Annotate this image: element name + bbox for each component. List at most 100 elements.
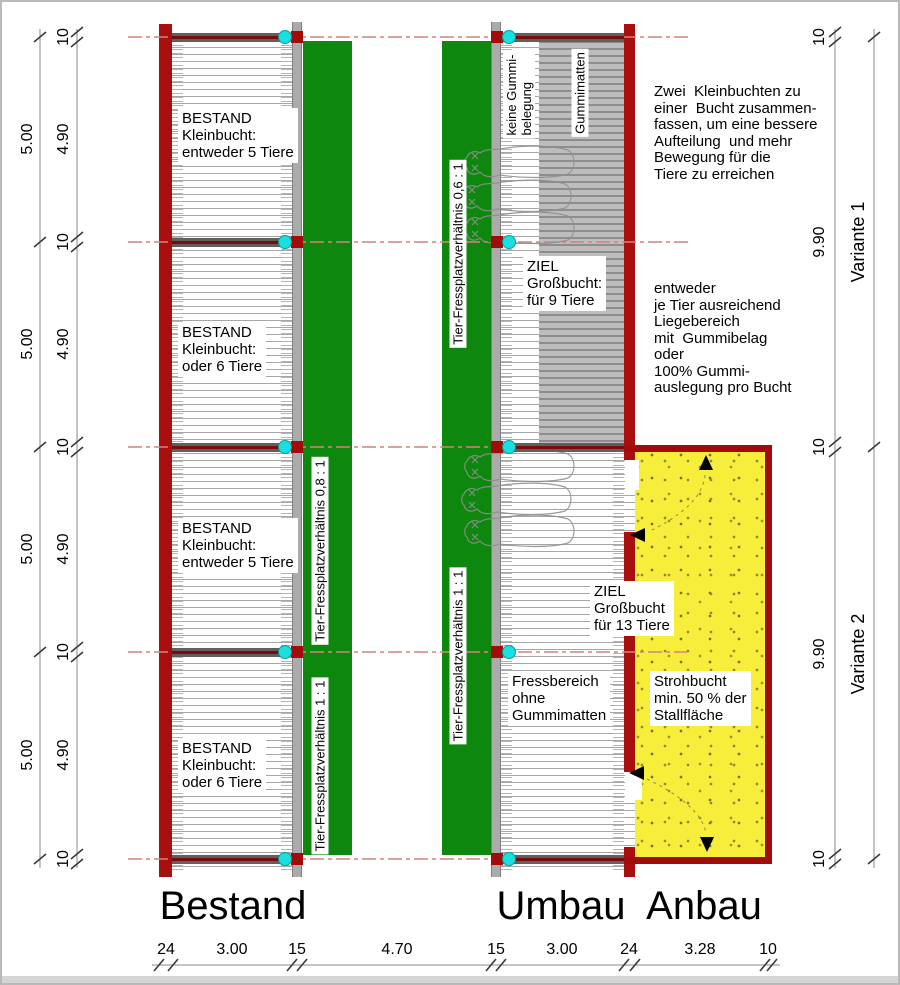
dim-bottom: 15 (288, 941, 306, 958)
dim-right-wall: 10 (811, 28, 828, 46)
dim-left-wall: 10 (55, 438, 72, 456)
dim-left-wall: 10 (55, 28, 72, 46)
strohbucht-area (635, 452, 765, 857)
bestand-outer-wall (159, 24, 172, 877)
note-line: Liegebereich (654, 313, 740, 330)
dim-left-clear: 4.90 (55, 328, 72, 360)
label-line: Stallfläche (654, 707, 724, 724)
post-marker (278, 30, 292, 44)
dim-left-outer: 5.00 (19, 533, 36, 565)
pen2-label: BESTAND Kleinbucht: oder 6 Tiere (178, 322, 267, 377)
label-line: ohne (512, 690, 546, 707)
annotation-note1: Zwei Kleinbuchten zu einer Bucht zusamme… (654, 83, 817, 183)
dim-left-outer: 5.00 (19, 123, 36, 155)
anbau-border-right (765, 445, 772, 864)
dim-left-wall: 10 (55, 850, 72, 868)
annotation-note2: entweder je Tier ausreichend Liegebereic… (654, 280, 792, 397)
bestand-divider (172, 238, 285, 247)
note-line: 100% Gummi- (654, 362, 750, 380)
note-line: Tiere zu erreichen (654, 165, 775, 183)
label-line: Strohbucht (654, 673, 727, 690)
bottom-frame-band (2, 976, 898, 983)
label-line: BESTAND (182, 740, 252, 757)
label-line: oder 6 Tiere (182, 774, 263, 791)
label-line: Gummimatten (512, 707, 607, 724)
post-marker (278, 852, 292, 866)
dim-left-clear: 4.90 (55, 533, 72, 565)
variant-1-label: Variante 1 (848, 201, 868, 283)
joint-square (291, 236, 303, 248)
label-line: für 13 Tiere (594, 617, 670, 634)
gummimatten-label: Gummimatten (571, 49, 589, 137)
dim-right-span: 9.90 (811, 226, 828, 258)
note-line: auslegung pro Bucht (654, 379, 792, 396)
joint-square (491, 646, 503, 658)
label-line: entweder 5 Tiere (182, 144, 294, 161)
label-line: BESTAND (182, 520, 252, 537)
feed-ratio-label-umbau-upper: Tier-Fressplatzverhältnis 0,6 : 1 (449, 160, 467, 348)
note-line: je Tier ausreichend (654, 296, 781, 314)
dim-left-wall: 10 (55, 233, 72, 251)
dim-bottom: 3.00 (546, 941, 578, 958)
note-line: einer Bucht zusammen- (654, 99, 817, 117)
bestand-divider (172, 443, 285, 452)
post-marker (502, 440, 516, 454)
keine-gummi-label: keine Gummi- belegung (503, 51, 535, 139)
label-line: min. 50 % der (654, 690, 747, 707)
umbau-divider (501, 443, 624, 452)
joint-square (291, 441, 303, 453)
note-line: Zwei Kleinbuchten zu (654, 83, 801, 100)
bestand-divider (172, 33, 285, 42)
variant-2-label: Variante 2 (848, 613, 868, 695)
feed-ratio-label-bestand-upper: Tier-Fressplatzverhältnis 0,8 : 1 (311, 457, 329, 645)
gate-opening-upper (625, 460, 639, 490)
dim-bottom: 3.28 (684, 941, 716, 958)
label-line: BESTAND (182, 110, 252, 127)
dim-left-clear: 4.90 (55, 739, 72, 771)
label-line: ZIEL (527, 258, 559, 275)
note-line: Bewegung für die (654, 149, 771, 166)
post-marker (502, 852, 516, 866)
dim-right-wall: 10 (811, 438, 828, 456)
label-line: belegung (519, 81, 534, 136)
label-line: Kleinbucht: (182, 127, 257, 144)
cow-outlines (461, 145, 575, 548)
dimension-lines (39, 29, 875, 966)
fressbereich-label: Fressbereich ohne Gummimatten (508, 671, 611, 726)
section-title-bestand: Bestand (159, 884, 307, 928)
feed-ratio-label-bestand-lower: Tier-Fressplatzverhältnis 1 : 1 (311, 677, 329, 855)
strohbucht-label: Strohbucht min. 50 % der Stallfläche (650, 671, 751, 726)
note-line: Aufteilung und mehr (654, 132, 793, 150)
ziel-grossbucht-9-label: ZIEL Großbucht: für 9 Tiere (523, 256, 607, 311)
dim-left-outer: 5.00 (19, 739, 36, 771)
bestand-divider (172, 855, 285, 864)
dim-bottom: 24 (620, 941, 638, 958)
pen4-label: BESTAND Kleinbucht: oder 6 Tiere (178, 738, 267, 793)
ziel-grossbucht-13-label: ZIEL Großbucht für 13 Tiere (590, 581, 674, 636)
label-line: Kleinbucht: (182, 341, 257, 358)
post-marker (502, 235, 516, 249)
anbau-border-bottom (624, 857, 772, 864)
label-line: ZIEL (594, 583, 626, 600)
joint-square (291, 853, 303, 865)
joint-square (491, 236, 503, 248)
label-line: Großbucht (594, 600, 665, 617)
umbau-divider (501, 33, 624, 42)
note-line: oder (654, 346, 685, 363)
label-line: BESTAND (182, 324, 252, 341)
dimension-ticks (33, 26, 881, 972)
label-line: keine Gummi- (504, 54, 519, 136)
dim-right-wall: 10 (811, 850, 828, 868)
post-marker (502, 30, 516, 44)
note-line: entweder (654, 280, 716, 297)
label-line: entweder 5 Tiere (182, 554, 294, 571)
joint-square (491, 441, 503, 453)
note-line: mit Gummibelag (654, 329, 768, 347)
label-line: Kleinbucht: (182, 757, 257, 774)
post-marker (278, 235, 292, 249)
pen3-label: BESTAND Kleinbucht: entweder 5 Tiere (178, 518, 298, 573)
joint-square (291, 31, 303, 43)
bestand-divider (172, 648, 285, 657)
gate-opening-lower (625, 772, 642, 800)
